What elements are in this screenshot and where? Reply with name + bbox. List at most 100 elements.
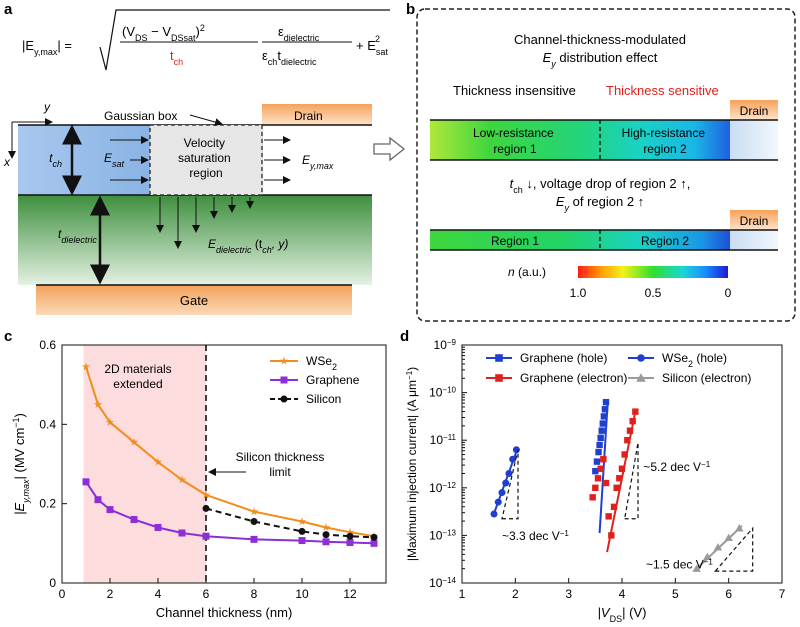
slope-label-silicon: ~1.5 dec V−1 bbox=[646, 557, 713, 572]
t-dielectric-label: tdielectric bbox=[58, 227, 97, 245]
drain-contact bbox=[262, 104, 372, 125]
svg-text:εchtdielectric: εchtdielectric bbox=[262, 48, 317, 67]
legend-marker bbox=[495, 354, 503, 362]
panel-b-title-line2: Ey distribution effect bbox=[543, 50, 658, 69]
gate-label: Gate bbox=[180, 293, 208, 308]
legend-marker bbox=[636, 373, 646, 382]
drain-bottom-label: Drain bbox=[740, 214, 769, 228]
data-point-wse bbox=[93, 400, 103, 409]
series-line-silicon bbox=[205, 507, 375, 539]
thin-channel bbox=[430, 230, 730, 250]
svg-text:εdielectric: εdielectric bbox=[278, 24, 320, 43]
limit-annotation-line1: Silicon thickness bbox=[236, 450, 325, 464]
shaded-annotation-line2: extended bbox=[113, 377, 162, 391]
series-line-wse bbox=[85, 366, 375, 538]
x-axis-label: |VDS| (V) bbox=[598, 605, 647, 624]
svg-text:2: 2 bbox=[375, 34, 380, 44]
e-dielectric-label: Edielectric (tch, y) bbox=[208, 237, 288, 255]
data-point bbox=[616, 475, 623, 482]
colorbar-tick: 0.5 bbox=[645, 286, 662, 300]
x-tick-label: 12 bbox=[343, 587, 357, 601]
y-tick-label: 10−11 bbox=[430, 433, 457, 448]
data-point bbox=[602, 479, 610, 487]
data-point-silicon bbox=[322, 531, 330, 539]
data-point bbox=[597, 465, 604, 472]
drain-top-label: Drain bbox=[740, 104, 769, 118]
x-tick-label: 4 bbox=[155, 587, 162, 601]
data-point bbox=[600, 456, 607, 463]
mid-explanation-line1: tch ↓, voltage drop of region 2 ↑, bbox=[510, 176, 691, 195]
x-tick-label: 3 bbox=[565, 587, 572, 601]
colorbar-tick: 0 bbox=[725, 286, 732, 300]
data-point-graphene bbox=[178, 529, 186, 537]
thickness-insensitive-label: Thickness insensitive bbox=[453, 83, 576, 98]
velocity-region-label: Velocity saturation region bbox=[178, 136, 234, 180]
slope-triangle-silicon bbox=[714, 526, 754, 572]
x-tick-label: 0 bbox=[59, 587, 66, 601]
svg-text:tch: tch bbox=[170, 48, 183, 67]
data-point bbox=[703, 552, 712, 561]
y-tick-label: 0.6 bbox=[39, 338, 56, 352]
x-tick-label: 2 bbox=[512, 587, 519, 601]
y-axis-label: |Ey,max| (MV cm−1) bbox=[11, 413, 31, 515]
data-point bbox=[632, 408, 639, 415]
data-point bbox=[629, 417, 636, 425]
data-point bbox=[692, 564, 701, 572]
y-tick-label: 10−9 bbox=[434, 338, 457, 353]
data-point bbox=[594, 475, 602, 482]
slope-label-wse2: ~3.3 dec V−1 bbox=[502, 529, 569, 544]
x-tick-label: 8 bbox=[251, 587, 258, 601]
data-point-wse bbox=[153, 457, 163, 466]
data-point bbox=[735, 524, 744, 532]
region1-label: Region 1 bbox=[491, 234, 539, 248]
data-point bbox=[512, 446, 520, 454]
x-tick-label: 10 bbox=[295, 587, 309, 601]
x-tick-label: 2 bbox=[107, 587, 114, 601]
e-sat-label: Esat bbox=[104, 151, 125, 169]
x-axis-label: x bbox=[3, 155, 11, 169]
data-point bbox=[601, 406, 609, 413]
data-point bbox=[598, 427, 605, 434]
data-point bbox=[498, 489, 506, 497]
legend-marker bbox=[280, 376, 288, 384]
svg-text:+ Esat: + Esat bbox=[356, 38, 388, 57]
panel-b-label: b bbox=[406, 1, 415, 18]
drain-label: Drain bbox=[294, 109, 323, 123]
data-point bbox=[505, 470, 513, 478]
data-point bbox=[597, 434, 604, 442]
x-tick-label: 7 bbox=[779, 587, 786, 601]
thick-channel bbox=[430, 120, 730, 160]
data-point bbox=[610, 503, 618, 511]
transition-arrow bbox=[373, 136, 406, 162]
e-ymax-label: Ey,max bbox=[302, 153, 334, 171]
mid-explanation-line2: Ey of region 2 ↑ bbox=[556, 194, 644, 213]
region2-label: Region 2 bbox=[641, 234, 689, 248]
legend-label: Graphene (electron) bbox=[520, 371, 627, 385]
panel-a: a |Ey,max| = (VDS − VDSsat)2 tch εdielec… bbox=[3, 1, 390, 315]
data-point bbox=[595, 448, 602, 456]
data-point bbox=[608, 532, 615, 539]
legend-marker bbox=[637, 354, 645, 362]
data-point-wse bbox=[129, 437, 139, 446]
panel-b-title-line1: Channel-thickness-modulated bbox=[514, 32, 686, 47]
colorbar bbox=[578, 266, 728, 278]
data-point-graphene bbox=[298, 537, 306, 545]
panel-b-frame bbox=[416, 8, 796, 322]
x-tick-label: 5 bbox=[672, 587, 679, 601]
data-point-wse bbox=[297, 517, 307, 526]
t-ch-label: tch bbox=[49, 151, 62, 169]
y-tick-label: 0.4 bbox=[39, 417, 56, 431]
high-resistance-label: High-resistance region 2 bbox=[622, 126, 709, 156]
panel-d-label: d bbox=[400, 328, 409, 345]
data-point-graphene bbox=[82, 478, 90, 486]
data-point-graphene bbox=[154, 523, 162, 531]
y-tick-label: 10−12 bbox=[429, 480, 456, 495]
data-point-wse bbox=[345, 527, 355, 536]
data-point bbox=[713, 543, 723, 551]
data-point-graphene bbox=[130, 516, 138, 524]
data-point bbox=[502, 479, 510, 487]
y-axis-label: |Maximum injection current| (A μm−1) bbox=[405, 367, 420, 561]
x-tick-label: 6 bbox=[203, 587, 210, 601]
data-point bbox=[626, 427, 634, 434]
legend-label: Silicon bbox=[306, 392, 341, 406]
